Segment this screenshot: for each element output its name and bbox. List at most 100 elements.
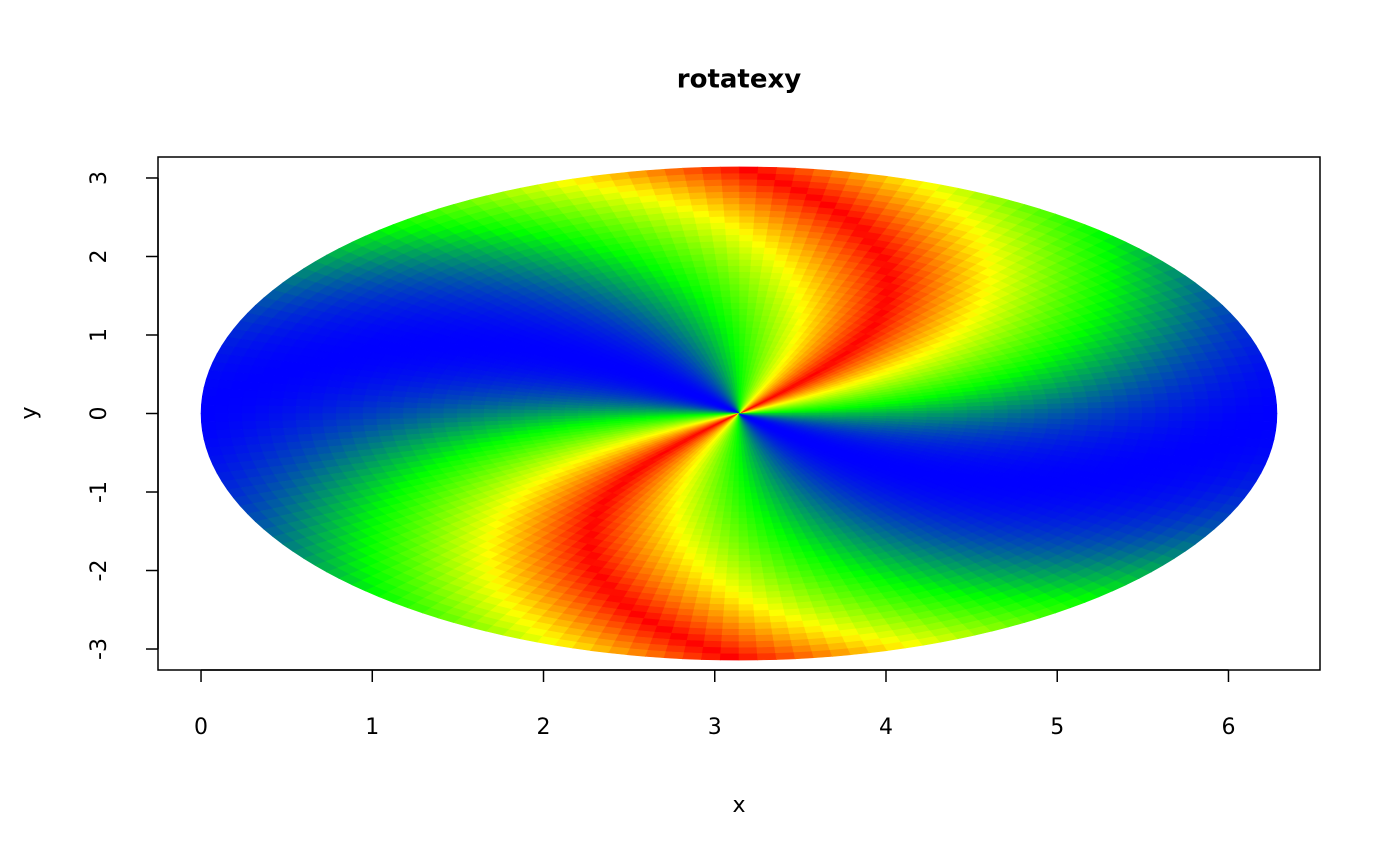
color-field-cell <box>469 404 485 410</box>
color-field-cell <box>510 413 525 418</box>
color-field-cell <box>362 407 377 414</box>
color-field-cell <box>738 542 750 550</box>
color-field-cell <box>684 546 699 555</box>
color-field-cell <box>749 554 762 562</box>
color-field-cell <box>703 523 715 531</box>
color-field-cell <box>720 296 731 304</box>
color-field-cell <box>770 266 785 274</box>
color-field-cell <box>926 413 942 418</box>
color-field-cell <box>442 408 458 414</box>
color-field-cell <box>748 542 760 550</box>
color-field-cell <box>738 363 744 371</box>
color-field-cell <box>759 271 772 279</box>
color-field-cell <box>1020 403 1036 410</box>
color-field-cell <box>1058 428 1074 436</box>
color-field-cell <box>688 571 703 580</box>
color-field-cell <box>735 450 740 457</box>
color-field-cell <box>953 413 968 418</box>
color-field-cell <box>751 320 761 328</box>
color-field-cell <box>1073 396 1089 404</box>
color-field-cell <box>738 357 744 365</box>
color-field-cell <box>1071 429 1088 437</box>
color-field-cell <box>913 413 928 417</box>
color-field-cell <box>362 413 377 420</box>
color-field-cell <box>738 548 751 556</box>
color-field-cell <box>749 259 763 267</box>
color-field-cell <box>713 573 728 581</box>
color-field-cell <box>718 277 730 285</box>
color-field-cell <box>415 408 431 414</box>
color-field-cell <box>470 400 486 406</box>
color-field-cell <box>746 308 756 316</box>
color-field-cell <box>747 530 759 538</box>
color-field <box>200 166 1278 661</box>
color-field-cell <box>732 333 740 340</box>
color-field-cell <box>365 383 382 391</box>
color-field-cell <box>738 370 743 377</box>
color-field-cell <box>691 259 706 268</box>
color-field-cell <box>734 462 740 470</box>
color-field-cell <box>429 408 444 414</box>
color-field-cell <box>738 283 750 291</box>
color-field-cell <box>375 407 390 414</box>
color-field-cell <box>496 409 511 414</box>
color-field-cell <box>721 517 732 525</box>
color-field-cell <box>738 333 746 340</box>
color-field-cell <box>785 254 801 263</box>
color-field-cell <box>953 409 968 414</box>
color-field-cell <box>726 252 740 260</box>
color-field-cell <box>733 480 740 488</box>
color-field-cell <box>403 397 419 404</box>
color-field-cell <box>738 499 747 507</box>
color-field-cell <box>469 413 484 419</box>
color-field-cell <box>751 240 766 248</box>
color-field-cell <box>979 420 995 427</box>
color-field-cell <box>442 417 458 424</box>
color-field-cell <box>695 547 709 555</box>
color-field-cell <box>748 277 760 285</box>
color-field-cell <box>693 553 708 561</box>
color-field-cell <box>732 326 740 334</box>
color-field-cell <box>738 296 749 303</box>
color-field-cell <box>1074 402 1089 409</box>
color-field-cell <box>726 561 740 568</box>
color-field-cell <box>743 339 751 347</box>
color-field-cell <box>732 487 740 494</box>
color-field-cell <box>724 499 733 507</box>
color-field-cell <box>724 320 733 328</box>
color-field-cell <box>714 511 725 519</box>
color-field-cell <box>389 396 405 404</box>
color-field-cell <box>762 566 776 574</box>
color-field-cell <box>689 565 705 574</box>
color-field-cell <box>772 259 787 268</box>
color-field-cell <box>763 247 778 255</box>
color-field-cell <box>779 413 794 415</box>
color-field-cell <box>733 351 740 359</box>
color-field-cell <box>1006 404 1022 410</box>
color-field-cell <box>738 308 748 316</box>
color-field-cell <box>729 530 740 538</box>
color-field-cell <box>761 259 775 267</box>
color-field-cell <box>707 277 720 286</box>
color-field-cell <box>706 271 719 279</box>
color-field-cell <box>994 408 1009 414</box>
color-field-cell <box>483 413 498 418</box>
color-field-cell <box>689 253 705 262</box>
color-field-cell <box>750 246 765 254</box>
color-field-cell <box>456 408 471 414</box>
color-field-cell <box>750 566 764 575</box>
color-field-cell <box>700 572 715 580</box>
color-field-cell <box>775 247 790 256</box>
color-field-cell <box>727 271 740 279</box>
color-field-cell <box>730 308 740 316</box>
color-field-cell <box>442 413 458 419</box>
color-field-cell <box>702 566 716 574</box>
color-field-cell <box>776 241 792 249</box>
color-field-cell <box>738 320 747 328</box>
color-field-cell <box>1060 418 1076 425</box>
color-field-cell <box>738 468 745 476</box>
color-field-cell <box>1099 395 1116 403</box>
color-field-cell <box>758 277 771 286</box>
color-field-cell <box>747 289 759 297</box>
color-field-cell <box>415 413 431 419</box>
